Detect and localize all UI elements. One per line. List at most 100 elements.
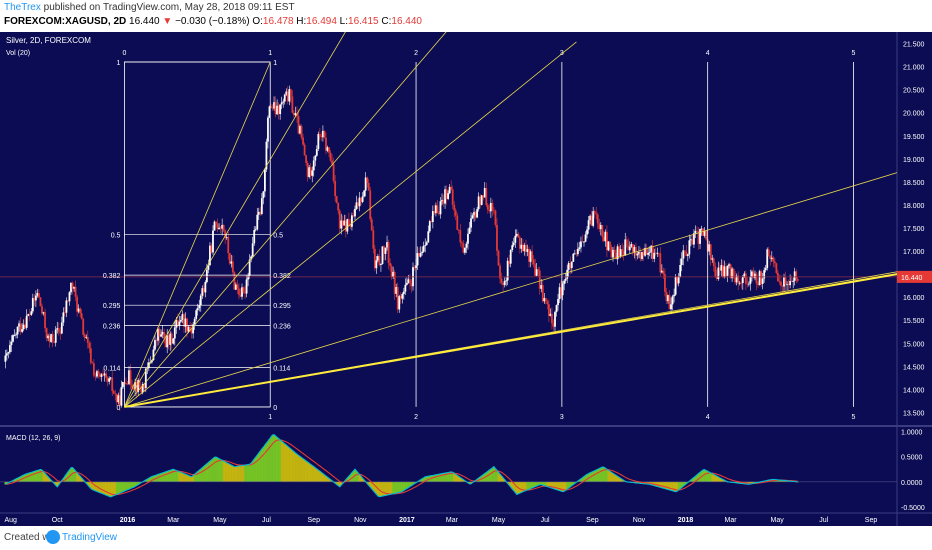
macd-histogram-bar [283, 443, 286, 482]
candle-body [595, 213, 598, 215]
macd-histogram-bar [583, 476, 585, 482]
fib-level-label-left: 0 [117, 405, 121, 412]
price-tick-label: 20.500 [903, 88, 925, 95]
macd-histogram-bar [57, 481, 60, 485]
macd-histogram-bar [435, 474, 437, 482]
macd-histogram-bar [302, 458, 304, 482]
macd-histogram-bar [71, 467, 74, 482]
fib-level-label-right: 0.5 [273, 232, 283, 239]
candle-body [780, 281, 782, 286]
macd-histogram-bar [357, 472, 359, 482]
candle-body [372, 230, 375, 249]
macd-histogram-bar [612, 473, 614, 482]
macd-histogram-bar [265, 443, 268, 482]
candle-body [189, 326, 191, 330]
candle-body [44, 312, 46, 329]
macd-histogram-bar [227, 463, 230, 482]
macd-histogram-bar [683, 481, 686, 485]
macd-histogram-bar [402, 481, 405, 491]
candle-body [144, 368, 147, 389]
macd-histogram-bar [528, 481, 530, 490]
candle-body [650, 245, 653, 253]
macd-histogram-bar [606, 469, 608, 482]
candle-body [442, 199, 445, 204]
macd-histogram-bar [662, 481, 665, 489]
candle-body [328, 147, 330, 153]
candle-body [122, 381, 124, 388]
candle-body [349, 225, 352, 227]
macd-histogram-bar [305, 460, 308, 482]
candle-body [68, 292, 71, 302]
candle-body [48, 335, 51, 342]
candle-body [180, 320, 182, 322]
price-tick-label: 20.000 [903, 111, 925, 118]
candle-body [578, 247, 581, 249]
macd-histogram-bar [569, 481, 572, 487]
macd-histogram-bar [176, 471, 179, 482]
candle-body [15, 334, 17, 336]
macd-histogram-bar [254, 457, 257, 482]
macd-histogram-bar [431, 475, 434, 482]
macd-histogram-bar [783, 480, 785, 482]
macd-histogram-bar [12, 480, 14, 482]
candle-body [554, 312, 556, 327]
macd-histogram-bar [489, 468, 492, 482]
macd-histogram-bar [178, 471, 181, 482]
time-tick-label: Mar [446, 517, 459, 524]
candle-body [793, 271, 796, 281]
candle-body [114, 393, 117, 395]
macd-histogram-bar [723, 480, 726, 482]
macd-histogram-bar [358, 474, 361, 482]
time-tick-label: May [213, 517, 227, 524]
candle-body [53, 341, 56, 343]
candle-body [288, 89, 291, 102]
candle-body [132, 387, 135, 390]
macd-histogram-bar [77, 474, 80, 482]
candle-body [570, 261, 573, 268]
candle-body [375, 260, 378, 269]
candle-body [395, 287, 398, 294]
candle-body [700, 228, 703, 230]
candle-body [117, 395, 120, 403]
candle-body [592, 211, 595, 226]
candle-body [619, 249, 622, 257]
candle-body [763, 270, 766, 279]
macd-histogram-bar [413, 481, 416, 484]
candle-body [125, 382, 127, 384]
candle-body [479, 196, 482, 205]
macd-histogram-bar [323, 474, 326, 482]
chart-svg[interactable]: 21.50021.00020.50020.00019.50019.00018.5… [0, 0, 932, 526]
candle-body [607, 241, 610, 251]
macd-histogram-bar [717, 476, 720, 482]
candle-body [387, 242, 390, 263]
macd-histogram-bar [189, 476, 191, 482]
candle-body [723, 266, 726, 277]
candle-body [57, 328, 60, 332]
macd-histogram-bar [372, 481, 375, 491]
candle-body [656, 252, 659, 254]
macd-histogram-bar [257, 453, 260, 482]
macd-histogram-bar [615, 475, 617, 482]
macd-histogram-bar [598, 468, 601, 482]
candle-body [373, 248, 376, 269]
candle-body [518, 237, 521, 249]
macd-histogram-bar [689, 479, 692, 482]
macd-histogram-bar [673, 481, 675, 492]
author-link[interactable]: TheTrex [4, 2, 41, 13]
chart-area[interactable]: 21.500 21.000 20.500 20.000 19.500 19.000 18.5… [0, 0, 932, 526]
macd-histogram-bar [209, 461, 211, 482]
macd-histogram-bar [674, 481, 677, 492]
candle-body [688, 240, 691, 255]
macd-histogram-bar [409, 481, 411, 487]
macd-histogram-bar [448, 472, 451, 482]
candle-body [712, 258, 715, 267]
macd-histogram-bar [207, 462, 210, 482]
macd-histogram-bar [50, 480, 53, 482]
macd-histogram-bar [522, 481, 524, 492]
tradingview-logo-icon[interactable] [46, 530, 60, 544]
candle-body [590, 215, 593, 226]
candle-body [77, 308, 80, 312]
macd-histogram-bar [294, 452, 297, 482]
macd-histogram-bar [303, 459, 306, 482]
tradingview-brand[interactable]: TradingView [62, 532, 118, 543]
